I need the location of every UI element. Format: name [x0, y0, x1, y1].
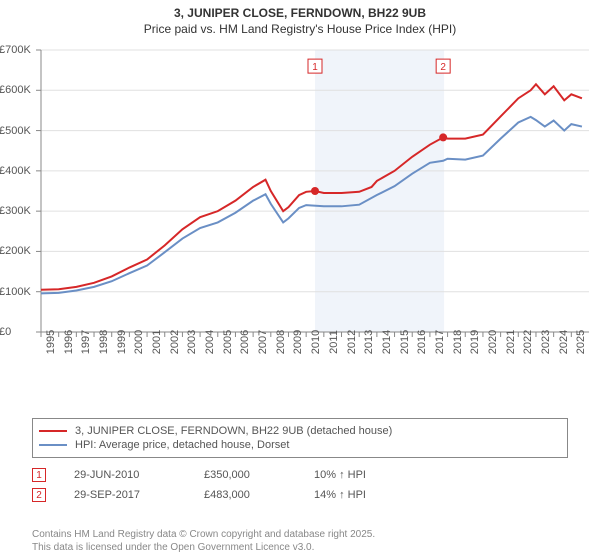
legend-swatch — [39, 430, 67, 432]
x-tick-label: 2025 — [575, 330, 587, 354]
x-tick-label: 2005 — [222, 330, 234, 354]
x-tick-label: 2016 — [416, 330, 428, 354]
x-tick-label: 1995 — [45, 330, 57, 354]
x-tick-label: 2008 — [275, 330, 287, 354]
table-row: 1 29-JUN-2010 £350,000 10% ↑ HPI — [32, 468, 568, 482]
x-tick-label: 1999 — [116, 330, 128, 354]
footer-line: This data is licensed under the Open Gov… — [32, 541, 375, 554]
x-tick-label: 2010 — [310, 330, 322, 354]
marker-badge: 1 — [32, 468, 46, 482]
sale-date: 29-SEP-2017 — [74, 489, 204, 501]
y-tick-label: £300K — [0, 205, 31, 217]
title-block: 3, JUNIPER CLOSE, FERNDOWN, BH22 9UB Pri… — [0, 0, 600, 38]
x-tick-label: 2004 — [204, 330, 216, 354]
sale-price: £483,000 — [204, 489, 314, 501]
x-tick-label: 2003 — [186, 330, 198, 354]
y-tick-label: £200K — [0, 245, 31, 257]
sale-price: £350,000 — [204, 469, 314, 481]
x-tick-label: 2022 — [522, 330, 534, 354]
x-tick-label: 2020 — [487, 330, 499, 354]
x-tick-label: 2017 — [434, 330, 446, 354]
x-tick-label: 2013 — [363, 330, 375, 354]
footer-attribution: Contains HM Land Registry data © Crown c… — [32, 528, 375, 554]
y-tick-label: £500K — [0, 125, 31, 137]
chart-area: 1 2 £0 £100K £200K £300K £400K £500K £600K £700K… — [2, 44, 598, 384]
sale-diff: 14% ↑ HPI — [314, 489, 424, 501]
x-tick-label: 2023 — [540, 330, 552, 354]
table-row: 2 29-SEP-2017 £483,000 14% ↑ HPI — [32, 488, 568, 502]
legend-item: 3, JUNIPER CLOSE, FERNDOWN, BH22 9UB (de… — [39, 425, 561, 437]
y-tick-label: £0 — [0, 326, 11, 338]
y-tick-label: £400K — [0, 165, 31, 177]
legend-swatch — [39, 444, 67, 446]
x-tick-label: 2006 — [239, 330, 251, 354]
sale-date: 29-JUN-2010 — [74, 469, 204, 481]
x-tick-label: 2009 — [292, 330, 304, 354]
x-tick-label: 2019 — [469, 330, 481, 354]
legend: 3, JUNIPER CLOSE, FERNDOWN, BH22 9UB (de… — [32, 418, 568, 458]
y-tick-label: £600K — [0, 84, 31, 96]
legend-label: 3, JUNIPER CLOSE, FERNDOWN, BH22 9UB (de… — [75, 425, 392, 437]
title-address: 3, JUNIPER CLOSE, FERNDOWN, BH22 9UB — [0, 6, 600, 20]
x-tick-label: 1998 — [98, 330, 110, 354]
x-tick-label: 2002 — [169, 330, 181, 354]
legend-label: HPI: Average price, detached house, Dors… — [75, 439, 289, 451]
x-tick-label: 2015 — [399, 330, 411, 354]
x-tick-label: 2000 — [133, 330, 145, 354]
x-tick-label: 2007 — [257, 330, 269, 354]
y-tick-label: £100K — [0, 286, 31, 298]
legend-item: HPI: Average price, detached house, Dors… — [39, 439, 561, 451]
x-tick-label: 1996 — [63, 330, 75, 354]
sale-diff: 10% ↑ HPI — [314, 469, 424, 481]
footer-line: Contains HM Land Registry data © Crown c… — [32, 528, 375, 541]
x-tick-label: 2001 — [151, 330, 163, 354]
x-tick-label: 2024 — [558, 330, 570, 354]
x-tick-label: 2014 — [381, 330, 393, 354]
x-tick-label: 2018 — [452, 330, 464, 354]
y-tick-label: £700K — [0, 44, 31, 56]
svg-text:2: 2 — [440, 62, 446, 73]
sales-table: 1 29-JUN-2010 £350,000 10% ↑ HPI 2 29-SE… — [32, 462, 568, 508]
title-subtitle: Price paid vs. HM Land Registry's House … — [0, 22, 600, 36]
x-tick-label: 2011 — [328, 330, 340, 354]
marker-badge: 2 — [32, 488, 46, 502]
x-tick-label: 2021 — [505, 330, 517, 354]
svg-text:1: 1 — [312, 62, 318, 73]
x-tick-label: 1997 — [80, 330, 92, 354]
x-tick-label: 2012 — [346, 330, 358, 354]
chart-container: 3, JUNIPER CLOSE, FERNDOWN, BH22 9UB Pri… — [0, 0, 600, 560]
